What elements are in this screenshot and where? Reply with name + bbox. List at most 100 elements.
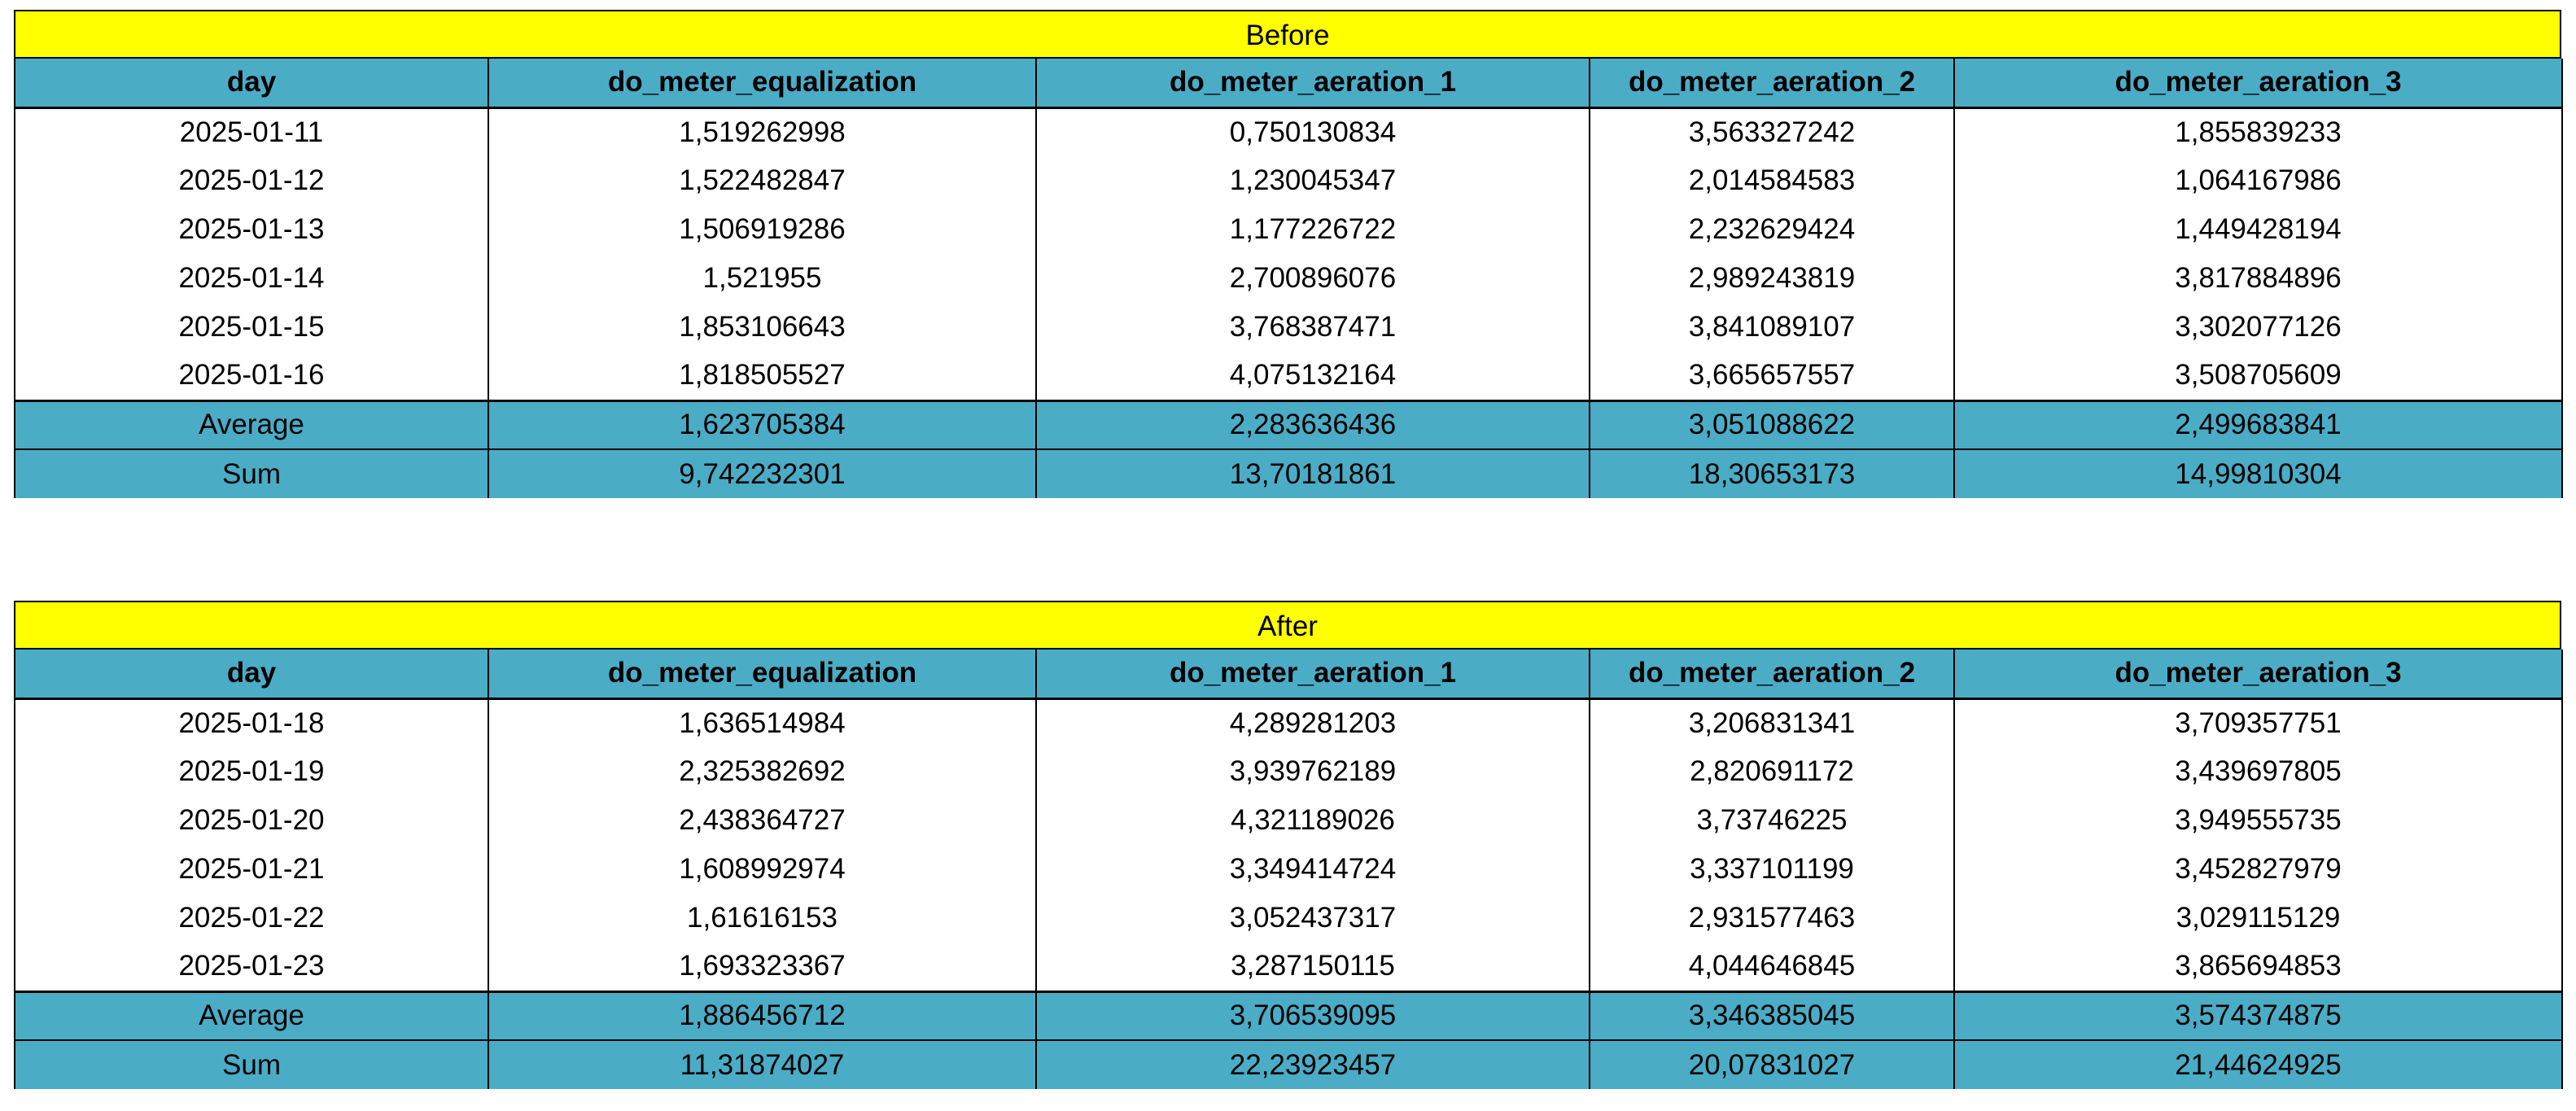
cell-do-meter-aeration-1[interactable]: 3,939762189 [1035,747,1590,796]
cell-do-meter-equalization[interactable]: 1,61616153 [488,894,1037,943]
sum-do-meter-aeration-1[interactable]: 13,70181861 [1035,449,1590,498]
cell-do-meter-aeration-2[interactable]: 2,820691172 [1589,747,1955,796]
cell-do-meter-equalization[interactable]: 1,693323367 [488,943,1037,991]
cell-do-meter-equalization[interactable]: 1,522482847 [488,156,1037,205]
table-row: 2025-01-19 2,325382692 3,939762189 2,820… [14,747,2563,796]
column-header-do-meter-aeration-2[interactable]: do_meter_aeration_2 [1589,59,1955,109]
sum-do-meter-aeration-2[interactable]: 18,30653173 [1589,449,1955,498]
cell-day[interactable]: 2025-01-18 [14,698,489,747]
cell-day[interactable]: 2025-01-11 [14,107,489,156]
cell-do-meter-aeration-2[interactable]: 2,232629424 [1589,205,1955,254]
cell-day[interactable]: 2025-01-13 [14,205,489,254]
average-do-meter-aeration-3[interactable]: 2,499683841 [1953,399,2563,450]
cell-do-meter-aeration-1[interactable]: 4,075132164 [1035,352,1590,400]
table-row: 2025-01-12 1,522482847 1,230045347 2,014… [14,156,2563,205]
cell-do-meter-aeration-1[interactable]: 1,177226722 [1035,205,1590,254]
column-header-day[interactable]: day [14,59,489,109]
column-header-do-meter-aeration-1[interactable]: do_meter_aeration_1 [1035,650,1590,700]
sum-label[interactable]: Sum [14,1040,489,1089]
before-header-row: day do_meter_equalization do_meter_aerat… [14,59,2563,109]
cell-do-meter-equalization[interactable]: 1,636514984 [488,698,1037,747]
cell-do-meter-equalization[interactable]: 2,325382692 [488,747,1037,796]
column-header-do-meter-aeration-3[interactable]: do_meter_aeration_3 [1953,650,2563,700]
cell-day[interactable]: 2025-01-12 [14,156,489,205]
average-row: Average 1,623705384 2,283636436 3,051088… [14,399,2563,450]
sum-row: Sum 11,31874027 22,23923457 20,07831027 … [14,1040,2563,1089]
average-do-meter-aeration-1[interactable]: 2,283636436 [1035,399,1590,450]
column-header-do-meter-equalization[interactable]: do_meter_equalization [488,650,1037,700]
cell-do-meter-aeration-1[interactable]: 3,287150115 [1035,943,1590,991]
column-header-do-meter-aeration-3[interactable]: do_meter_aeration_3 [1953,59,2563,109]
cell-do-meter-aeration-2[interactable]: 3,206831341 [1589,698,1955,747]
cell-do-meter-aeration-3[interactable]: 3,865694853 [1953,943,2563,991]
cell-day[interactable]: 2025-01-20 [14,796,489,845]
cell-do-meter-aeration-2[interactable]: 3,337101199 [1589,845,1955,894]
column-header-do-meter-aeration-1[interactable]: do_meter_aeration_1 [1035,59,1590,109]
cell-do-meter-aeration-3[interactable]: 3,029115129 [1953,894,2563,943]
cell-do-meter-equalization[interactable]: 1,506919286 [488,205,1037,254]
after-title-bar: After [14,601,2561,650]
cell-do-meter-aeration-3[interactable]: 1,449428194 [1953,205,2563,254]
cell-day[interactable]: 2025-01-22 [14,894,489,943]
cell-do-meter-aeration-1[interactable]: 2,700896076 [1035,254,1590,303]
after-header-row: day do_meter_equalization do_meter_aerat… [14,650,2563,700]
cell-day[interactable]: 2025-01-14 [14,254,489,303]
cell-do-meter-aeration-3[interactable]: 3,439697805 [1953,747,2563,796]
cell-do-meter-aeration-2[interactable]: 2,989243819 [1589,254,1955,303]
average-do-meter-aeration-2[interactable]: 3,051088622 [1589,399,1955,450]
cell-do-meter-aeration-3[interactable]: 3,452827979 [1953,845,2563,894]
sum-label[interactable]: Sum [14,449,489,498]
column-header-do-meter-equalization[interactable]: do_meter_equalization [488,59,1037,109]
cell-do-meter-equalization[interactable]: 1,519262998 [488,107,1037,156]
cell-do-meter-aeration-3[interactable]: 3,709357751 [1953,698,2563,747]
cell-do-meter-aeration-1[interactable]: 4,289281203 [1035,698,1590,747]
cell-do-meter-equalization[interactable]: 1,853106643 [488,303,1037,352]
table-row: 2025-01-18 1,636514984 4,289281203 3,206… [14,698,2563,747]
cell-do-meter-equalization[interactable]: 1,818505527 [488,352,1037,400]
cell-do-meter-equalization[interactable]: 1,521955 [488,254,1037,303]
cell-do-meter-aeration-3[interactable]: 1,855839233 [1953,107,2563,156]
cell-do-meter-aeration-1[interactable]: 3,052437317 [1035,894,1590,943]
before-table: day do_meter_equalization do_meter_aerat… [14,59,2563,498]
cell-do-meter-aeration-1[interactable]: 3,768387471 [1035,303,1590,352]
average-do-meter-aeration-2[interactable]: 3,346385045 [1589,990,1955,1041]
cell-do-meter-aeration-3[interactable]: 3,508705609 [1953,352,2563,400]
average-do-meter-equalization[interactable]: 1,623705384 [488,399,1037,450]
cell-day[interactable]: 2025-01-16 [14,352,489,400]
cell-do-meter-aeration-1[interactable]: 0,750130834 [1035,107,1590,156]
average-label[interactable]: Average [14,399,489,450]
cell-do-meter-aeration-2[interactable]: 2,931577463 [1589,894,1955,943]
cell-do-meter-aeration-1[interactable]: 1,230045347 [1035,156,1590,205]
sum-do-meter-equalization[interactable]: 11,31874027 [488,1040,1037,1089]
cell-do-meter-aeration-3[interactable]: 1,064167986 [1953,156,2563,205]
cell-do-meter-aeration-3[interactable]: 3,949555735 [1953,796,2563,845]
sum-do-meter-aeration-3[interactable]: 14,99810304 [1953,449,2563,498]
cell-do-meter-aeration-2[interactable]: 3,665657557 [1589,352,1955,400]
cell-do-meter-equalization[interactable]: 1,608992974 [488,845,1037,894]
table-row: 2025-01-16 1,818505527 4,075132164 3,665… [14,352,2563,400]
cell-do-meter-aeration-3[interactable]: 3,302077126 [1953,303,2563,352]
cell-do-meter-aeration-3[interactable]: 3,817884896 [1953,254,2563,303]
average-do-meter-equalization[interactable]: 1,886456712 [488,990,1037,1041]
cell-day[interactable]: 2025-01-21 [14,845,489,894]
cell-do-meter-aeration-2[interactable]: 4,044646845 [1589,943,1955,991]
column-header-do-meter-aeration-2[interactable]: do_meter_aeration_2 [1589,650,1955,700]
column-header-day[interactable]: day [14,650,489,700]
cell-day[interactable]: 2025-01-23 [14,943,489,991]
sum-do-meter-equalization[interactable]: 9,742232301 [488,449,1037,498]
sum-do-meter-aeration-2[interactable]: 20,07831027 [1589,1040,1955,1089]
average-do-meter-aeration-1[interactable]: 3,706539095 [1035,990,1590,1041]
cell-do-meter-aeration-1[interactable]: 4,321189026 [1035,796,1590,845]
sum-do-meter-aeration-1[interactable]: 22,23923457 [1035,1040,1590,1089]
cell-day[interactable]: 2025-01-15 [14,303,489,352]
cell-do-meter-aeration-1[interactable]: 3,349414724 [1035,845,1590,894]
cell-do-meter-aeration-2[interactable]: 3,73746225 [1589,796,1955,845]
sum-do-meter-aeration-3[interactable]: 21,44624925 [1953,1040,2563,1089]
cell-do-meter-aeration-2[interactable]: 3,563327242 [1589,107,1955,156]
cell-day[interactable]: 2025-01-19 [14,747,489,796]
cell-do-meter-equalization[interactable]: 2,438364727 [488,796,1037,845]
cell-do-meter-aeration-2[interactable]: 3,841089107 [1589,303,1955,352]
cell-do-meter-aeration-2[interactable]: 2,014584583 [1589,156,1955,205]
average-label[interactable]: Average [14,990,489,1041]
average-do-meter-aeration-3[interactable]: 3,574374875 [1953,990,2563,1041]
